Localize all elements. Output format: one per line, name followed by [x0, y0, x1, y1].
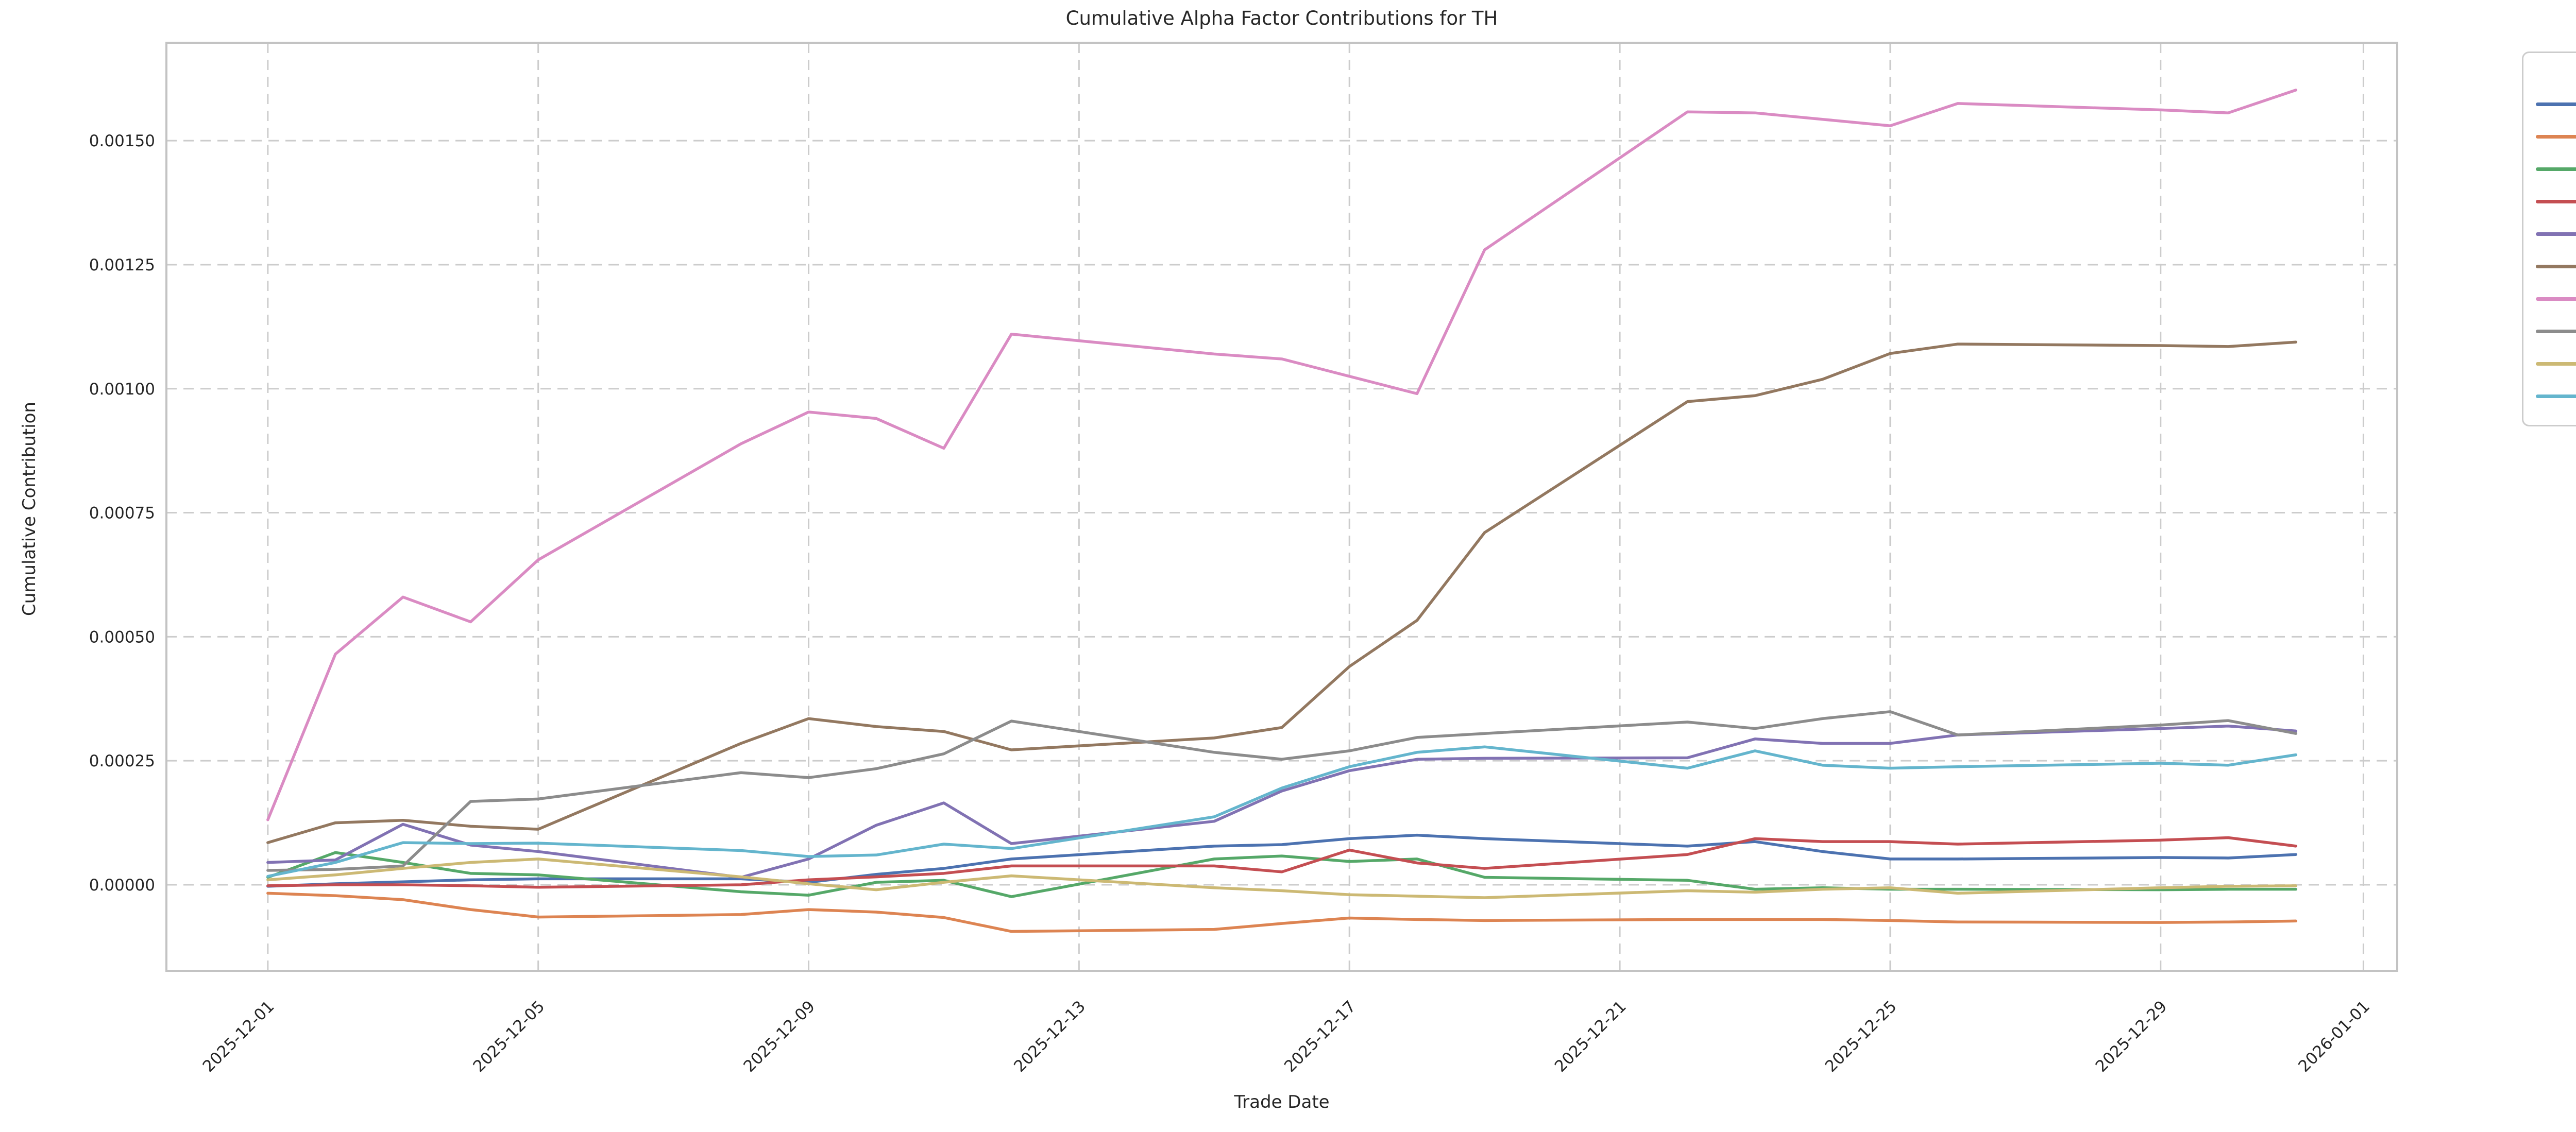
y-axis-label: Cumulative Contribution [19, 402, 40, 616]
legend-swatch-icon [2536, 102, 2576, 106]
x-tick-label: 2025-12-13 [1010, 997, 1089, 1076]
series-line-stability [266, 710, 2297, 872]
y-tick-label: 0.00000 [89, 876, 155, 895]
x-tick-label: 2025-12-29 [2092, 997, 2171, 1076]
series-line-fmom [266, 833, 2297, 888]
legend-swatch-icon [2536, 232, 2576, 236]
y-tick-label: 0.00100 [89, 380, 155, 399]
legend-swatch-icon [2536, 200, 2576, 203]
legend-swatch-icon [2536, 297, 2576, 301]
legend-item-linkage: linkage [2536, 121, 2576, 153]
legend-swatch-icon [2536, 395, 2576, 398]
legend-swatch-icon [2536, 167, 2576, 171]
legend-item-quality: quality [2536, 218, 2576, 250]
series-line-linkage [266, 891, 2297, 933]
series-line-quality [266, 724, 2297, 879]
y-tick-label: 0.00150 [89, 132, 155, 150]
legend-title: Alpha Factor [2536, 60, 2576, 81]
legend-item-neglect: neglect [2536, 185, 2576, 218]
chart-title: Cumulative Alpha Factor Contributions fo… [1065, 7, 1498, 29]
legend-item-momentum: momentum [2536, 153, 2576, 185]
legend-swatch-icon [2536, 265, 2576, 268]
legend-swatch-icon [2536, 330, 2576, 333]
series-line-neglect [266, 836, 2297, 889]
x-tick-label: 2025-12-25 [1822, 997, 1901, 1076]
y-tick-label: 0.00050 [89, 628, 155, 646]
y-tick-label: 0.00125 [89, 256, 155, 275]
y-tick-label: 0.00075 [89, 504, 155, 523]
legend-item-fmom: fmom [2536, 88, 2576, 121]
x-tick-label: 2025-12-09 [740, 997, 819, 1076]
legend-item-value_liq: value_liq [2536, 380, 2576, 413]
legend-item-reversal: reversal [2536, 250, 2576, 283]
plot-frame [165, 42, 2398, 972]
legend-item-stability: stability [2536, 315, 2576, 348]
x-axis-label: Trade Date [1234, 1092, 1330, 1112]
series-line-revision [266, 89, 2297, 821]
series-line-reversal [266, 340, 2297, 844]
x-tick-label: 2026-01-01 [2295, 997, 2374, 1076]
x-tick-label: 2025-12-01 [199, 997, 278, 1076]
x-tick-label: 2025-12-21 [1551, 997, 1630, 1076]
y-tick-label: 0.00025 [89, 752, 155, 770]
legend-items: fmomlinkagemomentumneglectqualityreversa… [2536, 88, 2576, 413]
series-line-value_gc [266, 857, 2297, 899]
legend-swatch-icon [2536, 362, 2576, 366]
legend: Alpha Factor fmomlinkagemomentumneglectq… [2522, 52, 2576, 426]
series-line-value_liq [266, 745, 2297, 878]
x-tick-label: 2025-12-17 [1281, 997, 1360, 1076]
x-tick-label: 2025-12-05 [469, 997, 548, 1076]
legend-item-value_gc: value_gc [2536, 348, 2576, 380]
legend-swatch-icon [2536, 135, 2576, 139]
legend-item-revision: revision [2536, 283, 2576, 315]
